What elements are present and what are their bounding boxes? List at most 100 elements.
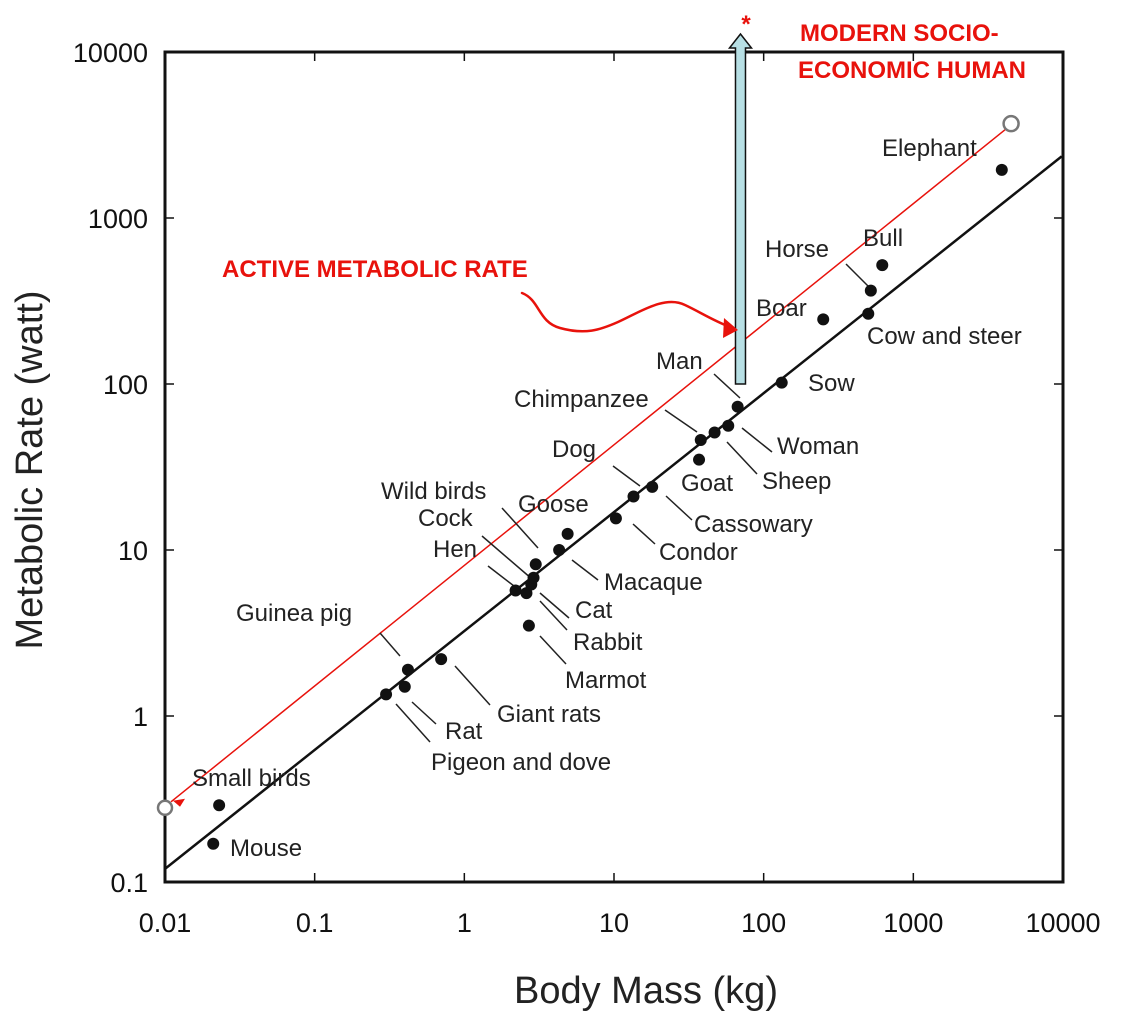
y-axis-title: Metabolic Rate (watt) bbox=[9, 290, 51, 649]
active-metabolic-line bbox=[170, 129, 1006, 803]
point-label: Cassowary bbox=[694, 511, 813, 538]
leader-line bbox=[395, 703, 431, 743]
data-point bbox=[708, 426, 721, 439]
point-label: Small birds bbox=[192, 765, 311, 792]
annotations: ACTIVE METABOLIC RATE MODERN SOCIO- ECONOM… bbox=[222, 11, 1026, 338]
point-label: Man bbox=[656, 348, 703, 375]
data-point bbox=[435, 653, 448, 666]
leader-line bbox=[571, 559, 599, 581]
y-tick-label: 10 bbox=[118, 536, 148, 566]
x-tick-label: 1000 bbox=[883, 908, 943, 938]
leader-line bbox=[539, 635, 567, 665]
data-point bbox=[995, 163, 1008, 176]
point-label: Cat bbox=[575, 597, 613, 624]
point-labels: Mouse Small birds Pigeon and dove Rat Guinea… bbox=[192, 135, 1022, 862]
leader-lines bbox=[379, 263, 869, 743]
tick-labels: 0.01 0.1 1 10 100 1000 10000 0.1 1 10 100 1000 10000 bbox=[73, 38, 1101, 938]
data-point bbox=[527, 571, 540, 584]
active-line-arrowhead bbox=[173, 798, 185, 807]
point-label: Marmot bbox=[565, 667, 647, 694]
data-point bbox=[213, 799, 226, 812]
curved-pointer-arrowhead bbox=[723, 318, 738, 338]
point-label: Mouse bbox=[230, 835, 302, 862]
point-label: Woman bbox=[777, 433, 859, 460]
leader-line bbox=[539, 600, 568, 631]
y-tick-label: 1 bbox=[133, 702, 148, 732]
y-tick-label: 0.1 bbox=[110, 868, 148, 898]
data-point bbox=[864, 284, 877, 297]
active-metabolic-rate-note: ACTIVE METABOLIC RATE bbox=[222, 256, 528, 283]
data-point bbox=[529, 558, 542, 571]
point-label: Hen bbox=[433, 536, 477, 563]
x-tick-label: 100 bbox=[741, 908, 786, 938]
point-label: Macaque bbox=[604, 569, 703, 596]
point-label: Guinea pig bbox=[236, 600, 352, 627]
data-point bbox=[627, 490, 640, 503]
data-point bbox=[380, 688, 393, 701]
data-point bbox=[731, 400, 744, 413]
y-tick-label: 1000 bbox=[88, 204, 148, 234]
modern-socio-economic-note: ECONOMIC HUMAN bbox=[798, 57, 1026, 84]
point-label: Rat bbox=[445, 718, 483, 745]
data-point bbox=[398, 680, 411, 693]
leader-line bbox=[845, 263, 869, 287]
leader-line bbox=[379, 632, 401, 657]
leader-line bbox=[487, 565, 515, 587]
point-label: Sow bbox=[808, 370, 855, 397]
y-tick-label: 10000 bbox=[73, 38, 148, 68]
data-point bbox=[207, 837, 220, 850]
x-tick-label: 1 bbox=[457, 908, 472, 938]
leader-line bbox=[713, 373, 741, 399]
point-label: Cock bbox=[418, 505, 474, 532]
point-label: Goat bbox=[681, 470, 733, 497]
point-label: Horse bbox=[765, 236, 829, 263]
leader-line bbox=[612, 465, 641, 487]
point-label: Sheep bbox=[762, 468, 831, 495]
x-axis-title: Body Mass (kg) bbox=[514, 970, 778, 1012]
active-line-end-circle bbox=[1002, 114, 1020, 133]
x-tick-label: 10 bbox=[599, 908, 629, 938]
point-label: Dog bbox=[552, 436, 596, 463]
y-tick-label: 100 bbox=[103, 370, 148, 400]
data-point bbox=[401, 663, 414, 676]
asterisk-marker: * bbox=[741, 11, 751, 38]
curved-pointer-arrow bbox=[520, 291, 732, 333]
modern-socio-economic-note: MODERN SOCIO- bbox=[800, 20, 999, 47]
data-point bbox=[722, 419, 735, 432]
plot-frame bbox=[163, 50, 1065, 884]
leader-line bbox=[501, 507, 539, 549]
leader-line bbox=[411, 701, 437, 725]
data-point bbox=[694, 433, 707, 446]
point-label: Bull bbox=[863, 225, 903, 252]
socio-economic-arrow bbox=[727, 32, 754, 385]
leader-line bbox=[632, 523, 656, 545]
data-point bbox=[609, 512, 622, 525]
data-point bbox=[561, 527, 574, 540]
x-tick-label: 0.1 bbox=[296, 908, 334, 938]
point-label: Chimpanzee bbox=[514, 386, 649, 413]
point-label: Elephant bbox=[882, 135, 977, 162]
leader-line bbox=[664, 409, 698, 433]
data-point bbox=[693, 453, 706, 466]
leader-line bbox=[539, 592, 570, 619]
point-label: Goose bbox=[518, 491, 589, 518]
point-label: Wild birds bbox=[381, 478, 486, 505]
point-label: Rabbit bbox=[573, 629, 643, 656]
point-label: Boar bbox=[756, 295, 807, 322]
data-point bbox=[862, 307, 875, 320]
point-label: Pigeon and dove bbox=[431, 749, 611, 776]
data-point bbox=[817, 313, 830, 326]
data-points bbox=[207, 163, 1008, 850]
point-label: Condor bbox=[659, 539, 738, 566]
data-point bbox=[509, 584, 522, 597]
leader-line bbox=[726, 441, 758, 475]
data-point bbox=[553, 544, 566, 556]
leader-line bbox=[741, 427, 773, 453]
point-label: Cow and steer bbox=[867, 323, 1022, 350]
data-point bbox=[775, 376, 788, 389]
data-point bbox=[646, 480, 659, 493]
fit-line bbox=[164, 155, 1063, 870]
leader-line bbox=[454, 665, 491, 706]
active-line-end-circle bbox=[156, 799, 174, 817]
